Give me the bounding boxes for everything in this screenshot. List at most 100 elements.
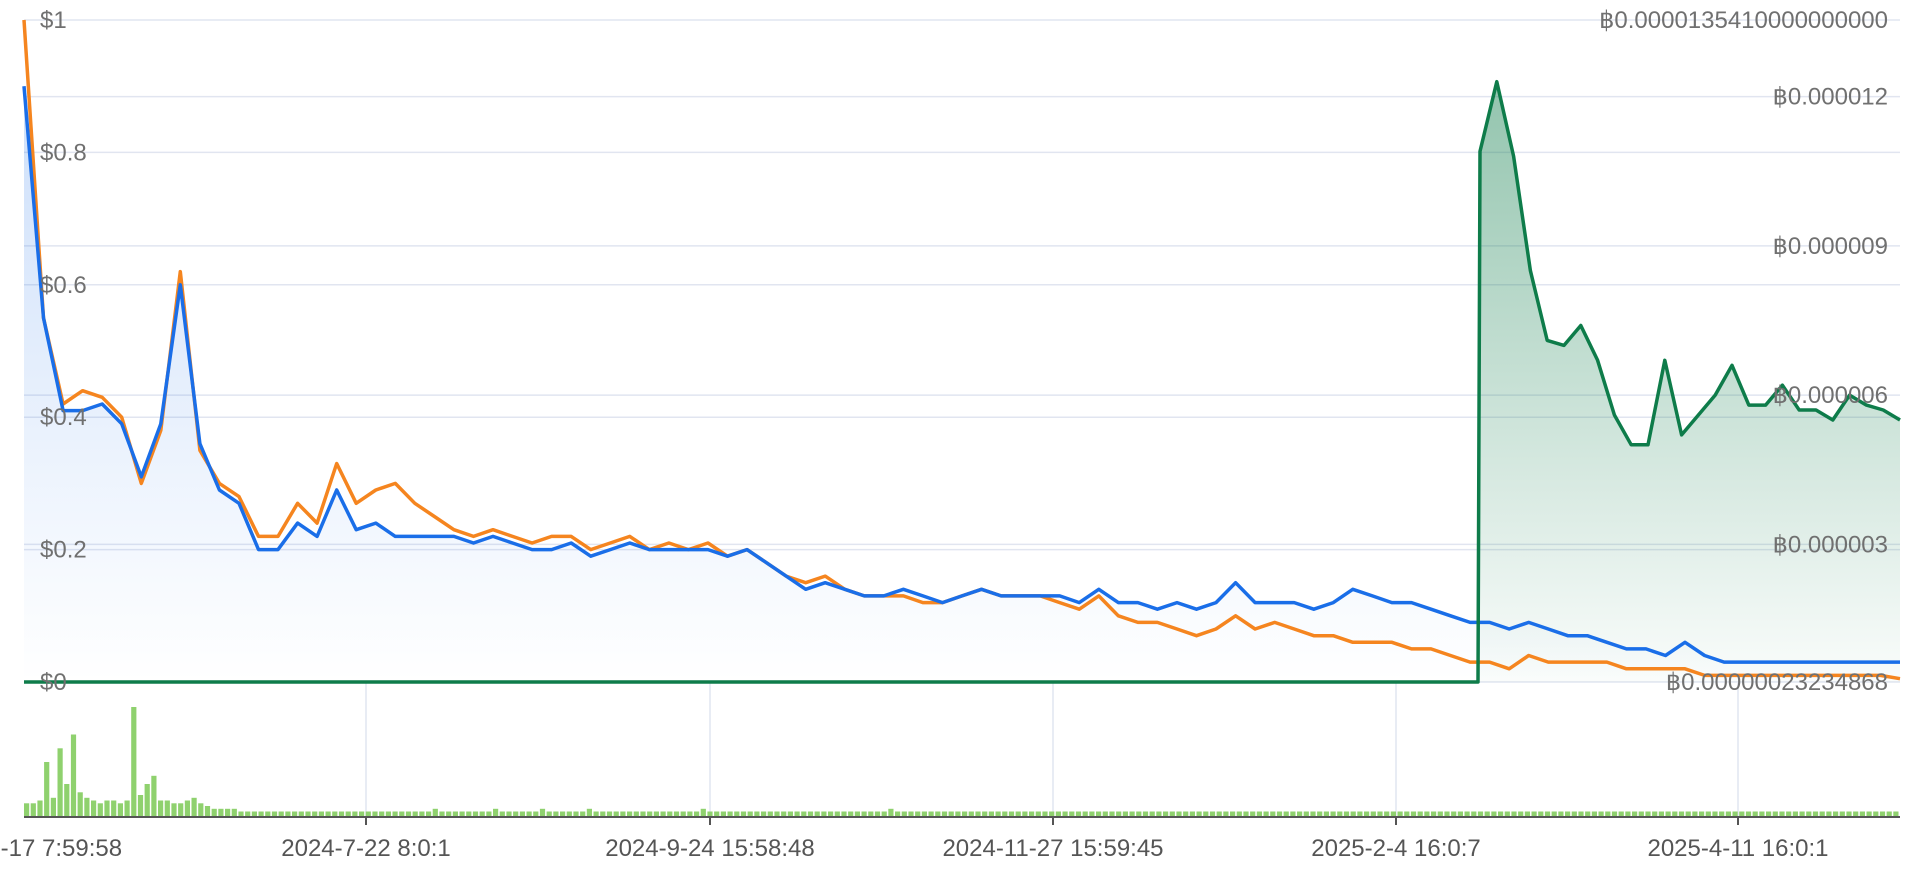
volume-bar — [941, 811, 948, 817]
volume-bar — [1719, 811, 1725, 817]
volume-bar — [573, 811, 579, 817]
volume-bar — [1518, 811, 1524, 817]
volume-bar — [1216, 811, 1222, 817]
volume-bar — [848, 811, 854, 817]
volume-bar — [486, 811, 492, 817]
volume-bar — [707, 811, 713, 817]
volume-bar — [171, 803, 177, 818]
volume-bar — [1625, 811, 1631, 817]
volume-bar — [1343, 811, 1350, 817]
volume-bar — [1069, 811, 1075, 817]
volume-bar — [1645, 811, 1651, 817]
volume-bar — [1786, 811, 1792, 817]
volume-bar — [198, 803, 204, 818]
volume-bar — [533, 811, 539, 817]
volume-bar — [271, 811, 278, 817]
volume-bar — [841, 811, 847, 817]
volume-bar — [928, 811, 934, 817]
area-fills — [24, 81, 1900, 682]
volume-bar — [1142, 811, 1149, 817]
volume-bar — [1893, 811, 1899, 817]
volume-bar — [807, 811, 814, 817]
volume-bar — [988, 811, 994, 817]
volume-bar — [493, 808, 499, 818]
volume-bar — [1397, 811, 1403, 817]
volume-bar — [1035, 811, 1041, 817]
volume-bar — [834, 811, 840, 817]
volume-bar — [278, 811, 284, 817]
volume-bar — [1357, 811, 1363, 817]
volume-bar — [1364, 811, 1370, 817]
y-left-tick-label: $0 — [40, 669, 67, 696]
volume-bar — [1712, 811, 1718, 817]
volume-bar — [1209, 811, 1216, 817]
volume-bar — [1256, 811, 1262, 817]
volume-bar — [513, 811, 519, 817]
volume-bar — [1015, 811, 1021, 817]
volume-bar — [405, 811, 412, 817]
volume-bar — [1859, 811, 1865, 817]
volume-bar — [1826, 811, 1832, 817]
volume-bar — [50, 797, 56, 818]
volume-bar — [24, 803, 30, 818]
volume-bar — [593, 811, 599, 817]
y-left-tick-label: $1 — [40, 7, 67, 34]
area-green — [1478, 81, 1900, 682]
volume-bar — [761, 811, 767, 817]
volume-bar — [1538, 811, 1544, 817]
volume-bar — [472, 811, 479, 817]
volume-bar — [1323, 811, 1329, 817]
volume-bar — [1558, 811, 1564, 817]
volume-bar — [432, 808, 438, 818]
volume-bar — [955, 811, 961, 817]
volume-bar — [734, 811, 740, 817]
volume-bar — [1739, 811, 1745, 817]
volume-bar — [44, 762, 50, 817]
volume-bar — [888, 808, 894, 818]
volume-bar — [640, 811, 646, 817]
volume-bar — [821, 811, 827, 817]
volume-bar — [1792, 811, 1798, 817]
volume-bar — [1136, 811, 1142, 817]
volume-bar — [258, 811, 264, 817]
volume-bar — [1297, 811, 1303, 817]
volume-bar — [1370, 811, 1376, 817]
volume-bar — [794, 811, 800, 817]
volume-bar — [1384, 811, 1390, 817]
volume-bar — [600, 811, 606, 817]
volume-bar — [1678, 811, 1685, 817]
volume-bar — [1002, 811, 1008, 817]
volume-bar — [1263, 811, 1269, 817]
volume-bar — [144, 784, 150, 817]
volume-bar — [881, 811, 887, 817]
volume-bar — [1504, 811, 1510, 817]
volume-bar — [385, 811, 391, 817]
volume-bar — [211, 808, 217, 818]
volume-bar — [1598, 811, 1604, 817]
volume-bar — [633, 811, 639, 817]
volume-bar — [1772, 811, 1778, 817]
volume-bar — [1082, 811, 1088, 817]
volume-bar — [1725, 811, 1731, 817]
volume-bar — [1498, 811, 1504, 817]
volume-bar — [1685, 811, 1691, 817]
volume-bar — [1565, 811, 1571, 817]
volume-bar — [151, 775, 157, 817]
volume-bar — [868, 811, 874, 817]
volume-bar — [97, 803, 103, 818]
volume-bar — [774, 811, 780, 817]
volume-bar — [1337, 811, 1343, 817]
volume-bar — [801, 811, 807, 817]
volume-bar — [124, 800, 130, 817]
volume-bar — [1451, 811, 1457, 817]
volume-bar — [1156, 811, 1162, 817]
volume-bar — [158, 800, 164, 817]
volume-bar — [553, 811, 559, 817]
series-line-blue — [22, 86, 1900, 664]
volume-bar — [111, 800, 117, 817]
volume-bar — [1424, 811, 1430, 817]
volume-bar — [298, 811, 304, 817]
volume-bar — [251, 811, 257, 817]
volume-bar — [1377, 811, 1383, 817]
